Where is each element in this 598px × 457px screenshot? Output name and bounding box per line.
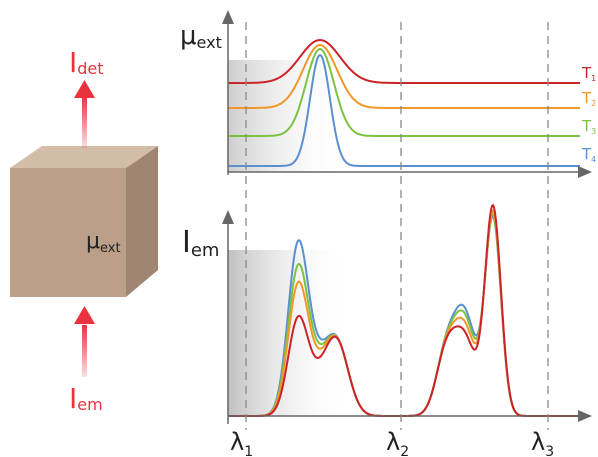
extinction-shading: [228, 60, 348, 172]
lambda3-label: λ3: [531, 428, 554, 457]
extinction-curve-t4: [228, 54, 580, 167]
emission-arrow: [74, 306, 95, 377]
cube-label: μext: [86, 229, 121, 256]
wavelength-markers: [245, 22, 549, 430]
lambda1-label: λ1: [230, 428, 253, 457]
legend-t2: T2: [581, 89, 596, 108]
extinction-curve-t1: [228, 39, 580, 84]
extinction-curve-t3: [228, 48, 580, 137]
legend-t1: T1: [581, 64, 596, 83]
detected-intensity-label: Idet: [69, 46, 104, 79]
extinction-plot: μext T1 T2 T3 T4: [180, 10, 596, 178]
emission-x-arrowhead: [578, 410, 592, 422]
extinction-y-arrowhead: [222, 10, 234, 24]
emission-intensity-label: Iem: [69, 382, 103, 415]
cube-front-face: [10, 168, 126, 297]
emission-plot: Iem: [182, 204, 592, 424]
detected-arrow: [74, 80, 95, 148]
temperature-legend: T1 T2 T3 T4: [581, 64, 596, 164]
legend-t3: T3: [581, 117, 596, 136]
extinction-curve-t2: [228, 44, 580, 109]
emission-y-label: Iem: [182, 225, 219, 261]
emission-y-arrowhead: [222, 210, 234, 224]
cube-side-face: [126, 146, 158, 297]
extinction-x-arrowhead: [578, 166, 592, 178]
legend-t4: T4: [581, 145, 596, 164]
extinction-curves: [228, 39, 580, 167]
cube-top-face: [10, 146, 158, 168]
extinction-y-label: μext: [180, 21, 222, 52]
cube: μext: [10, 146, 158, 297]
lambda2-label: λ2: [386, 428, 409, 457]
